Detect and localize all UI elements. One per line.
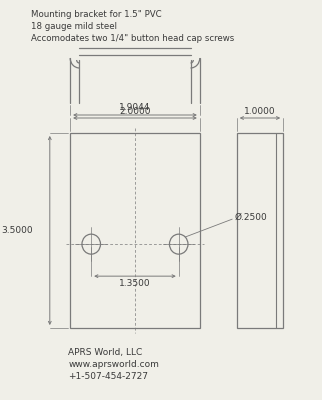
Text: Accomodates two 1/4" button head cap screws: Accomodates two 1/4" button head cap scr… [31,34,234,43]
Text: 3.5000: 3.5000 [2,226,33,235]
Text: www.aprsworld.com: www.aprsworld.com [68,360,159,369]
Text: +1-507-454-2727: +1-507-454-2727 [68,372,148,381]
Text: Ø.2500: Ø.2500 [235,213,268,222]
Text: 1.3500: 1.3500 [119,279,151,288]
Text: 18 gauge mild steel: 18 gauge mild steel [31,22,117,31]
Text: 2.0000: 2.0000 [119,106,151,116]
Bar [237,133,283,328]
Text: APRS World, LLC: APRS World, LLC [68,348,143,357]
Bar [70,133,200,328]
Text: Mounting bracket for 1.5" PVC: Mounting bracket for 1.5" PVC [31,10,162,19]
Text: 1.0000: 1.0000 [244,106,276,116]
Text: 1.9044: 1.9044 [119,104,151,112]
